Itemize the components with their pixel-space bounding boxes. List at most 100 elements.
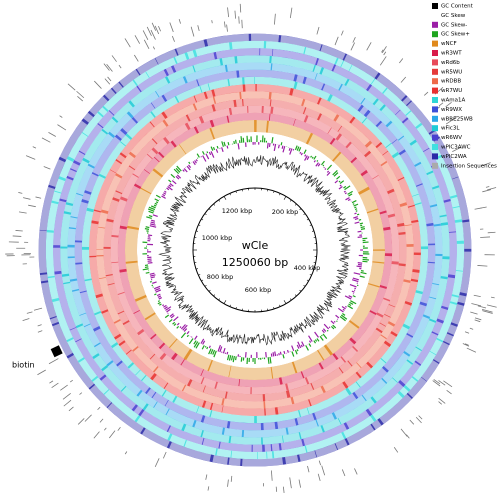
scale-tick	[229, 304, 231, 307]
gc-skew	[219, 346, 223, 353]
legend-label: wNCF	[441, 41, 457, 47]
gc-skew	[159, 303, 162, 306]
insertion-sequence	[350, 42, 355, 51]
gc-skew	[144, 266, 149, 269]
legend-swatch	[432, 78, 438, 85]
gc-skew	[154, 293, 157, 296]
insertion-sequence	[108, 430, 116, 439]
insertion-sequence	[146, 26, 152, 36]
scale-tick	[306, 218, 309, 221]
legend-label: Insertion Sequences	[441, 163, 497, 169]
gc-skew	[222, 347, 226, 354]
insertion-sequence	[143, 39, 150, 49]
gc-skew	[337, 307, 344, 313]
insertion-sequence	[76, 90, 85, 99]
gc-skew	[339, 316, 346, 322]
gc-skew	[339, 184, 342, 187]
legend-swatch	[432, 3, 438, 9]
gc-skew	[186, 331, 190, 335]
gc-skew	[357, 263, 363, 266]
insertion-sequence	[33, 307, 43, 311]
gc-skew	[212, 349, 216, 355]
scale-tick	[201, 279, 204, 282]
annotation: biotin	[12, 361, 35, 370]
insertion-sequence	[15, 230, 23, 232]
gc-skew	[322, 328, 327, 332]
gc-skew	[362, 258, 369, 261]
gc-skew	[359, 222, 364, 225]
insertion-sequence	[77, 418, 85, 425]
gc-skew	[215, 148, 219, 153]
gc-skew	[362, 260, 368, 263]
insertion-sequence	[25, 155, 36, 160]
gc-skew	[146, 216, 152, 219]
insertion-sequence	[340, 30, 344, 36]
insertion-sequence	[393, 447, 399, 453]
scale-tick	[303, 213, 306, 215]
gc-skew	[294, 145, 298, 151]
scale-tick	[223, 196, 227, 200]
gc-skew	[335, 314, 340, 319]
insertion-sequence	[48, 358, 59, 365]
gc-skew	[313, 155, 317, 160]
scale-tick	[204, 213, 207, 215]
legend: GC Content GC Skew GC Skew- GC Skew+ wNCF wR3…	[432, 3, 497, 169]
insertion-sequence	[289, 477, 292, 489]
insertion-sequence	[379, 56, 387, 66]
legend-label: wAma1A	[441, 98, 465, 104]
gc-skew	[158, 296, 162, 300]
insertion-sequence	[69, 379, 73, 383]
gc-skew	[299, 151, 302, 154]
scale-label: 1200 kbp	[222, 207, 253, 215]
insertion-sequence	[48, 132, 56, 137]
gc-skew	[323, 166, 325, 169]
gc-skew	[301, 341, 305, 347]
scale-tick	[311, 268, 315, 270]
legend-swatch	[432, 134, 438, 141]
gc-skew	[357, 236, 363, 238]
insertion-sequence	[464, 343, 469, 346]
insertion-sequence	[154, 458, 160, 468]
gc-skew	[206, 151, 209, 154]
gc-skew	[186, 165, 191, 171]
insertion-sequence	[124, 451, 128, 455]
gc-skew	[226, 354, 230, 361]
gc-skew	[151, 219, 155, 222]
gc-skew	[305, 345, 309, 351]
gc-skew	[351, 290, 355, 293]
gc-skew	[300, 344, 303, 348]
ring-gaps	[96, 91, 414, 409]
gc-skew	[347, 198, 351, 202]
scale-tick	[311, 230, 315, 232]
gc-skew	[265, 351, 267, 358]
gc-skew	[348, 295, 353, 298]
gc-skew	[176, 174, 182, 179]
gc-skew	[234, 139, 237, 144]
scale-tick	[198, 274, 201, 276]
insertion-sequence	[178, 19, 181, 24]
insertion-sequence	[399, 58, 404, 64]
gc-skew	[157, 301, 161, 305]
gc-skew	[172, 321, 176, 325]
gc-skew	[210, 349, 214, 355]
insertion-sequence	[318, 460, 321, 466]
insertion-sequence	[282, 486, 285, 493]
legend-swatch	[432, 40, 438, 47]
insertion-sequence	[381, 46, 387, 54]
gc-skew	[226, 351, 229, 355]
gc-skew	[334, 180, 339, 184]
gc-skew	[156, 293, 161, 297]
gc-skew	[304, 154, 307, 157]
scale-tick	[213, 294, 216, 297]
gc-skew	[142, 268, 149, 271]
insertion-sequence	[169, 22, 174, 33]
gc-skew	[342, 308, 345, 311]
gc-skew	[230, 355, 234, 361]
insertion-sequence	[485, 186, 490, 188]
gc-skew	[149, 272, 155, 275]
scale-label: 1000 kbp	[202, 234, 233, 242]
